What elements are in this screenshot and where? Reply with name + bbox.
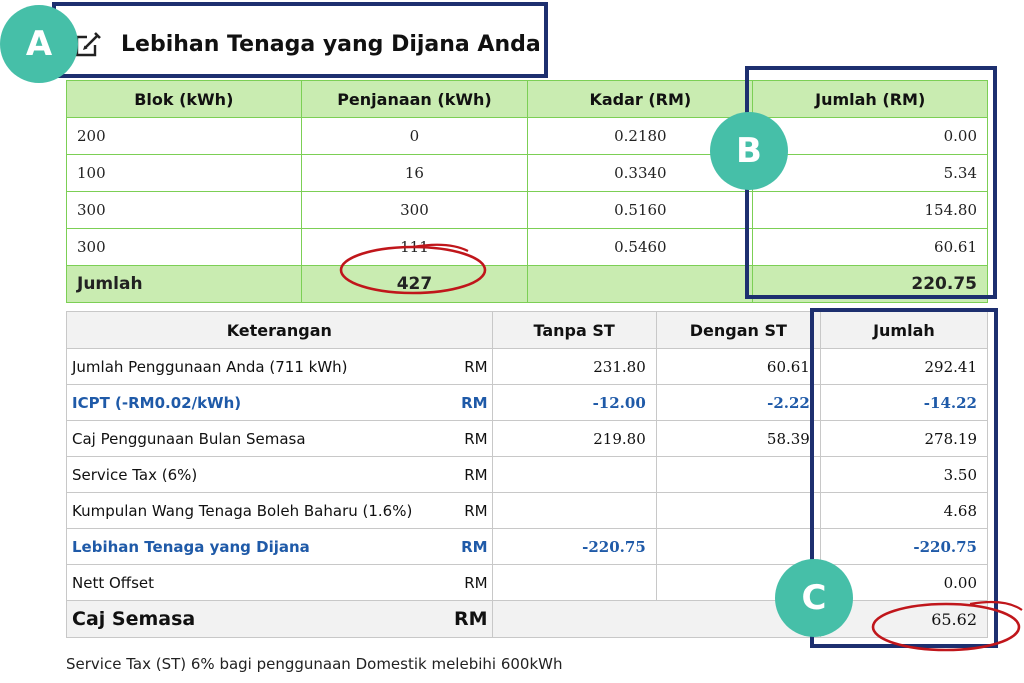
table-row: Kumpulan Wang Tenaga Boleh Baharu (1.6%)… xyxy=(65,492,989,529)
generation-table: Blok (kWh) Penjanaan (kWh) Kadar (RM) Ju… xyxy=(66,80,988,303)
rate-cell: 0.5460 xyxy=(527,228,754,266)
tanpa-st-cell: 231.80 xyxy=(491,348,657,385)
currency-label: RM xyxy=(452,528,493,565)
jumlah-cell: -220.75 xyxy=(819,528,989,565)
currency-label: RM xyxy=(452,492,493,529)
table-total-row: Caj Semasa RM 65.62 xyxy=(65,600,989,638)
jumlah-cell: 292.41 xyxy=(819,348,989,385)
badge-a: A xyxy=(0,5,78,83)
column-header: Penjanaan (kWh) xyxy=(300,80,529,118)
currency-label: RM xyxy=(452,456,493,493)
generation-cell: 0 xyxy=(300,117,529,155)
total-label: Jumlah xyxy=(66,265,302,303)
generation-cell: 300 xyxy=(300,191,529,229)
column-header: Blok (kWh) xyxy=(66,80,302,118)
jumlah-cell: 3.50 xyxy=(819,456,989,493)
badge-c: C xyxy=(775,559,853,637)
table-total-row: Jumlah 427 220.75 xyxy=(66,265,988,303)
table-row: ICPT (-RM0.02/kWh) RM -12.00 -2.22 -14.2… xyxy=(65,384,989,421)
table-row: Jumlah Penggunaan Anda (711 kWh) RM 231.… xyxy=(65,348,989,385)
tanpa-st-cell: -220.75 xyxy=(491,528,657,565)
tanpa-st-cell xyxy=(491,456,657,493)
red-circle-annotation xyxy=(339,243,487,295)
table-row: 100 16 0.3340 5.34 xyxy=(66,154,988,192)
tanpa-st-cell xyxy=(491,564,657,601)
block-cell: 200 xyxy=(66,117,302,155)
currency-label: RM xyxy=(452,564,493,601)
tanpa-st-cell: 219.80 xyxy=(491,420,657,457)
row-label: Lebihan Tenaga yang Dijana xyxy=(65,528,453,565)
column-header: Keterangan xyxy=(66,311,493,349)
column-header: Dengan ST xyxy=(655,311,821,349)
dengan-st-cell: -2.22 xyxy=(655,384,821,421)
rate-cell: 0.5160 xyxy=(527,191,754,229)
currency-label: RM xyxy=(452,600,493,638)
table-row: 200 0 0.2180 0.00 xyxy=(66,117,988,155)
row-label: Service Tax (6%) xyxy=(65,456,453,493)
column-header: Jumlah (RM) xyxy=(752,80,988,118)
total-amount: 65.62 xyxy=(819,600,989,638)
row-label: Jumlah Penggunaan Anda (711 kWh) xyxy=(65,348,453,385)
row-label: Kumpulan Wang Tenaga Boleh Baharu (1.6%) xyxy=(65,492,453,529)
currency-label: RM xyxy=(452,420,493,457)
block-cell: 100 xyxy=(66,154,302,192)
total-label: Caj Semasa xyxy=(65,600,453,638)
dengan-st-cell xyxy=(655,456,821,493)
dengan-st-cell xyxy=(655,528,821,565)
currency-label: RM xyxy=(452,348,493,385)
edit-icon xyxy=(75,32,101,57)
total-empty-cell xyxy=(491,600,821,638)
table-row: Caj Penggunaan Bulan Semasa RM 219.80 58… xyxy=(65,420,989,457)
footnote: Service Tax (ST) 6% bagi penggunaan Dome… xyxy=(66,655,563,673)
dengan-st-cell xyxy=(655,492,821,529)
row-label: Caj Penggunaan Bulan Semasa xyxy=(65,420,453,457)
row-label: ICPT (-RM0.02/kWh) xyxy=(65,384,453,421)
jumlah-cell: -14.22 xyxy=(819,384,989,421)
total-rate-empty xyxy=(527,265,754,303)
table-row: 300 300 0.5160 154.80 xyxy=(66,191,988,229)
charges-table: Keterangan Tanpa ST Dengan ST Jumlah Jum… xyxy=(65,311,989,638)
jumlah-column-highlight-box xyxy=(745,66,997,299)
block-cell: 300 xyxy=(66,191,302,229)
page-title: Lebihan Tenaga yang Dijana Anda xyxy=(121,32,541,57)
row-label: Nett Offset xyxy=(65,564,453,601)
table-row: Service Tax (6%) RM 3.50 xyxy=(65,456,989,493)
table-row: Nett Offset RM 0.00 xyxy=(65,564,989,601)
red-circle-annotation xyxy=(871,600,1023,652)
total-generation: 427 xyxy=(300,265,529,303)
column-header: Kadar (RM) xyxy=(527,80,754,118)
column-header: Tanpa ST xyxy=(491,311,657,349)
currency-label: RM xyxy=(452,384,493,421)
amount-cell: 5.34 xyxy=(752,154,988,192)
jumlah-cell: 278.19 xyxy=(819,420,989,457)
generation-cell: 16 xyxy=(300,154,529,192)
table-row: 300 111 0.5460 60.61 xyxy=(66,228,988,266)
badge-b: B xyxy=(710,112,788,190)
tanpa-st-cell xyxy=(491,492,657,529)
amount-cell: 0.00 xyxy=(752,117,988,155)
dengan-st-cell: 58.39 xyxy=(655,420,821,457)
table-row: Lebihan Tenaga yang Dijana RM -220.75 -2… xyxy=(65,528,989,565)
jumlah-cell: 4.68 xyxy=(819,492,989,529)
column-header: Jumlah xyxy=(819,311,989,349)
table-header-row: Keterangan Tanpa ST Dengan ST Jumlah xyxy=(66,311,989,349)
dengan-st-cell: 60.61 xyxy=(655,348,821,385)
block-cell: 300 xyxy=(66,228,302,266)
tanpa-st-cell: -12.00 xyxy=(491,384,657,421)
